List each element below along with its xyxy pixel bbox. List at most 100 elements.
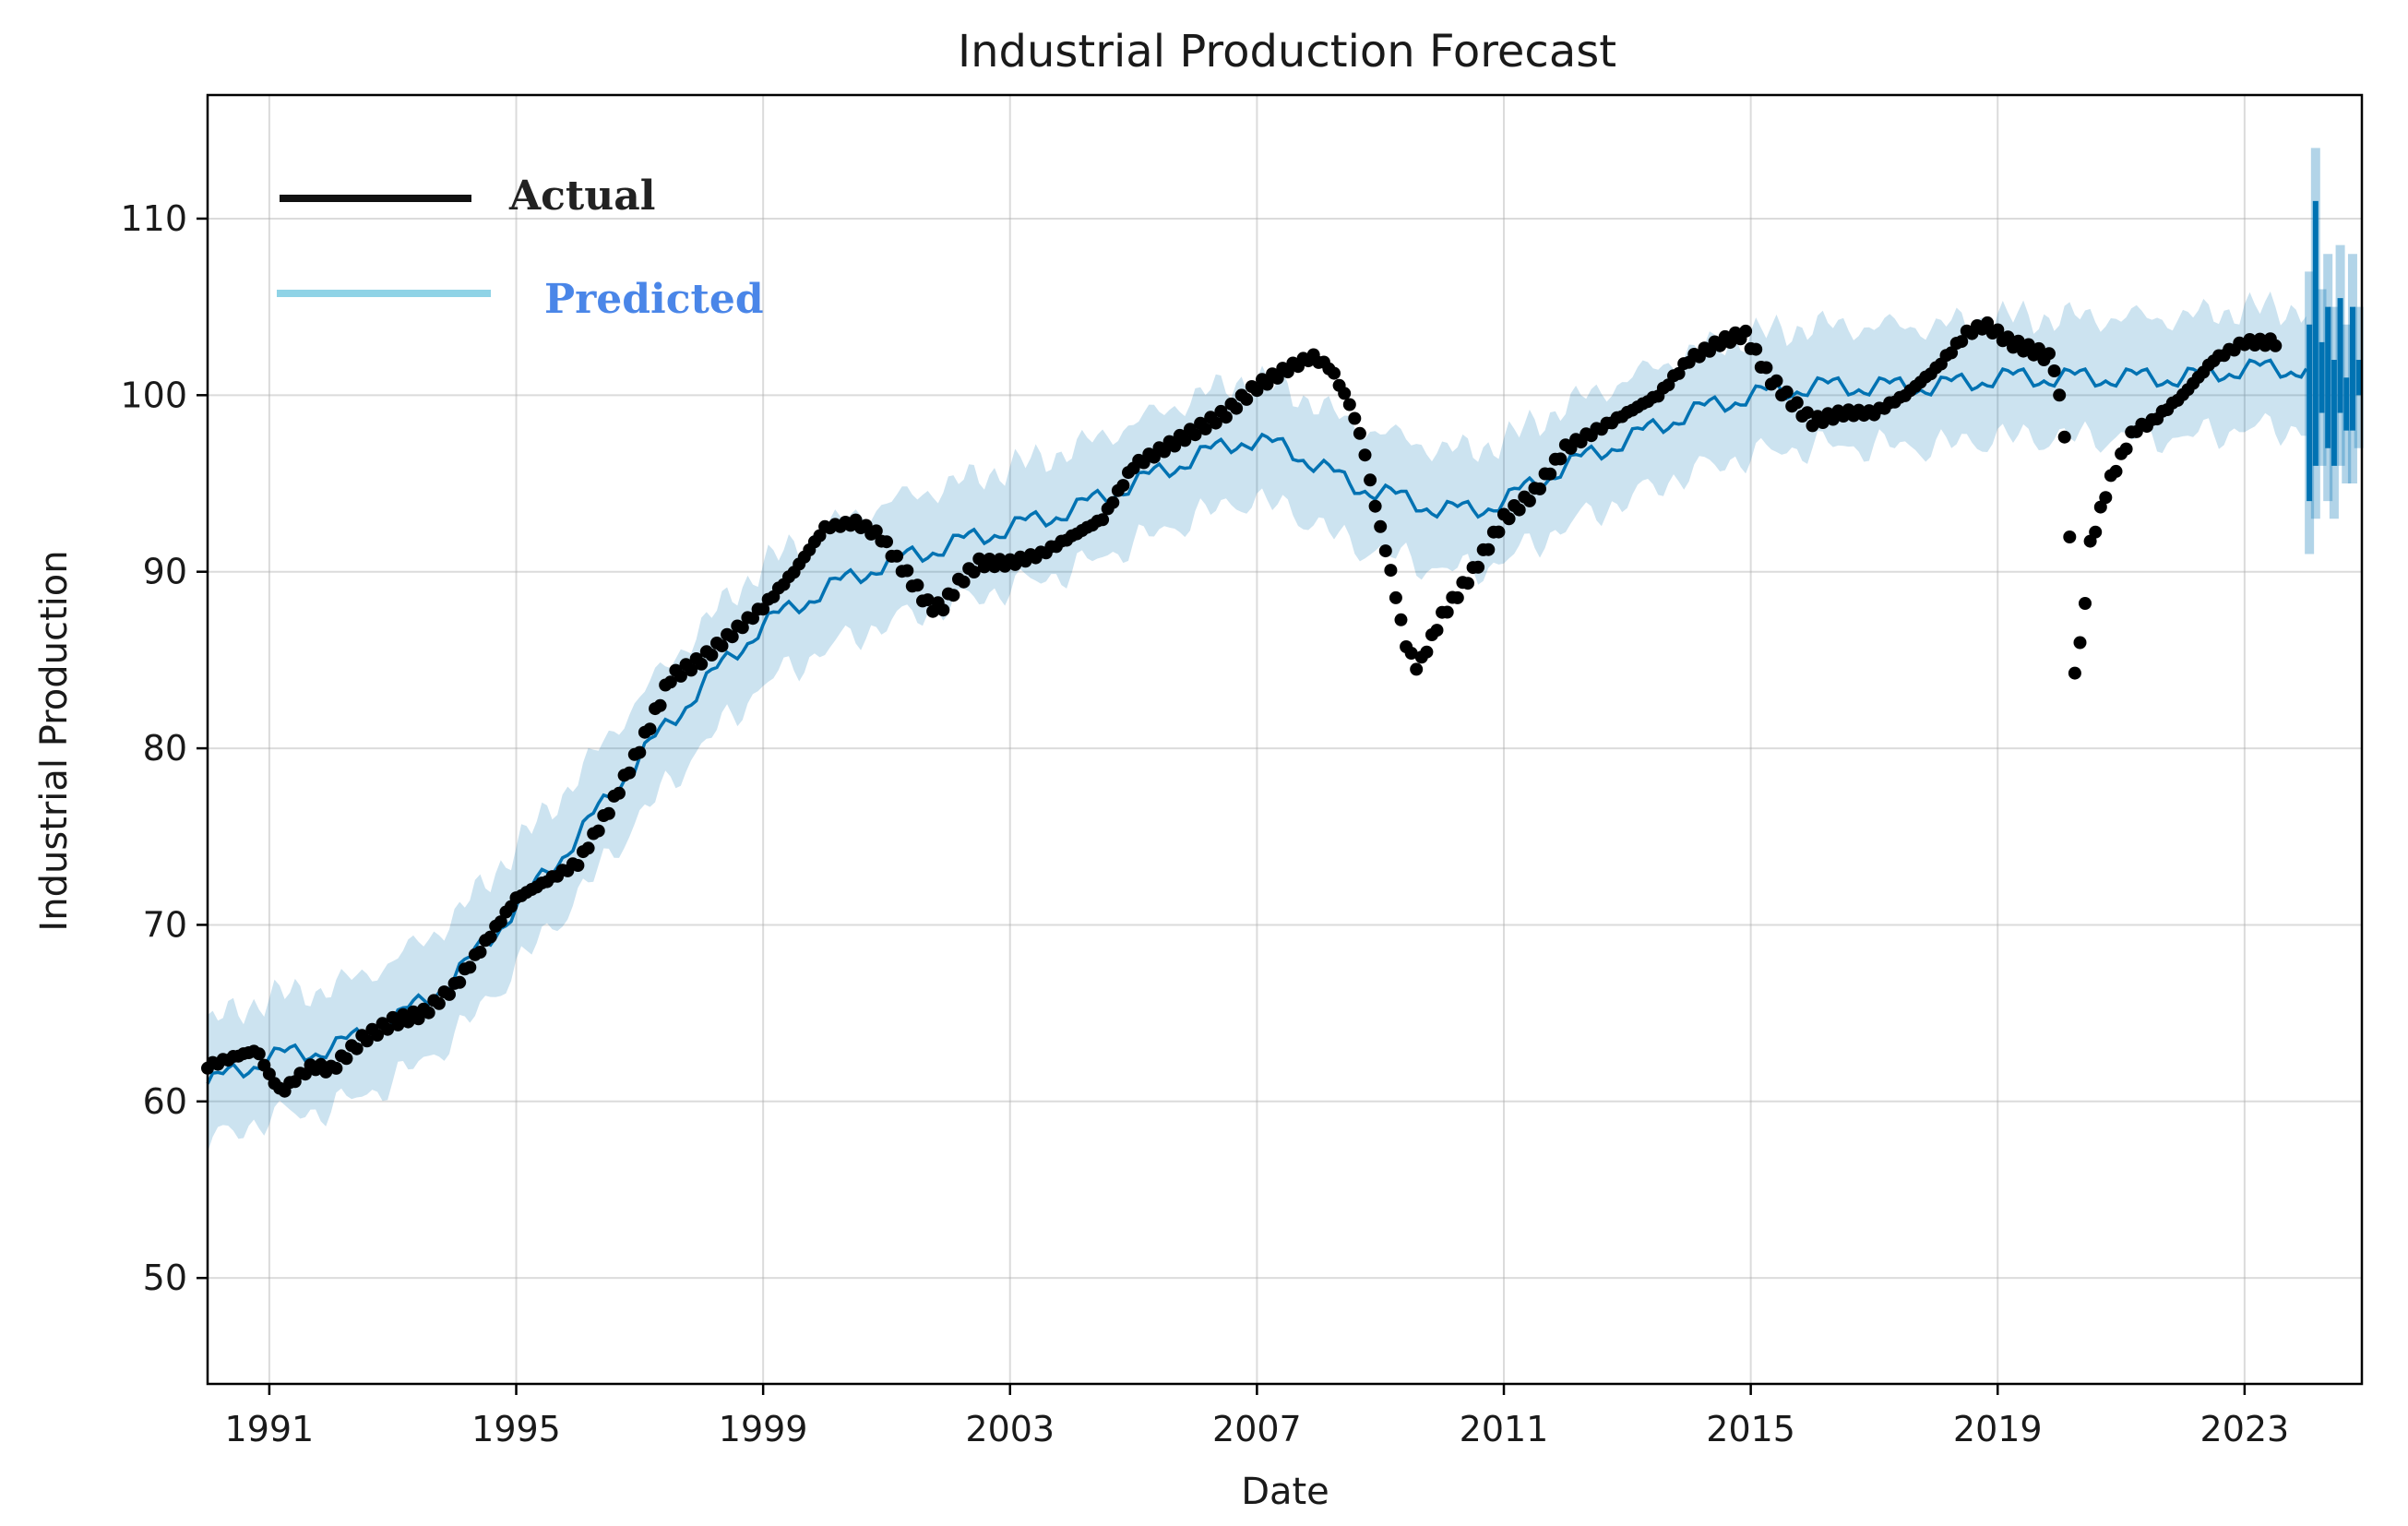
actual-point <box>2047 364 2061 377</box>
actual-point <box>633 745 647 759</box>
actual-point <box>371 1029 384 1042</box>
actual-point <box>581 841 595 855</box>
actual-point <box>674 669 687 683</box>
actual-point <box>967 566 981 578</box>
actual-point <box>2089 525 2103 539</box>
grid-lines <box>208 95 2362 1384</box>
actual-point <box>1801 406 1814 420</box>
actual-point <box>1759 361 1773 375</box>
actual-point <box>432 996 446 1010</box>
actual-point <box>869 524 883 538</box>
actual-point <box>1554 452 1568 466</box>
actual-point <box>494 915 507 929</box>
actual-point <box>1378 544 1392 558</box>
x-tick-label: 1995 <box>471 1409 561 1449</box>
actual-point <box>1358 448 1372 462</box>
actual-point <box>2021 338 2035 352</box>
actual-point <box>2079 597 2092 610</box>
actual-point <box>1116 479 1130 493</box>
actual-point <box>1209 416 1222 430</box>
actual-point <box>1368 499 1382 513</box>
actual-point <box>936 603 950 617</box>
actual-point <box>623 766 637 780</box>
actual-point <box>411 1012 425 1026</box>
actual-point <box>2099 491 2113 505</box>
actual-point <box>483 930 497 944</box>
chart-title: Industrial Production Forecast <box>958 26 1616 77</box>
actual-point <box>1430 624 1444 638</box>
actual-point <box>1780 385 1794 399</box>
actual-point <box>381 1022 395 1036</box>
actual-point <box>2011 334 2025 348</box>
actual-point <box>1328 366 1341 380</box>
actual-point <box>2057 430 2071 444</box>
actual-point <box>1188 428 1202 442</box>
actual-point <box>571 859 585 872</box>
actual-point <box>1106 495 1120 509</box>
actual-point <box>1522 494 1536 507</box>
actual-point <box>2119 442 2133 456</box>
actual-point <box>1338 387 1352 400</box>
actual-point <box>602 806 615 820</box>
actual-point <box>1168 439 1182 453</box>
actual-point <box>1703 344 1716 358</box>
x-tick-label: 1991 <box>225 1409 315 1449</box>
actual-point <box>1394 613 1408 626</box>
actual-point <box>463 960 477 974</box>
actual-point <box>1790 396 1804 410</box>
actual-point <box>252 1047 266 1061</box>
actual-point <box>757 602 770 616</box>
actual-point <box>911 578 924 592</box>
actual-point <box>2269 339 2283 352</box>
x-axis-label: Date <box>1241 1471 1329 1513</box>
actual-point <box>1198 422 1212 435</box>
y-tick-label: 110 <box>120 198 187 239</box>
y-tick-label: 70 <box>143 904 187 945</box>
actual-point <box>1512 503 1526 517</box>
actual-point <box>1806 419 1819 433</box>
actual-point <box>1739 324 1753 338</box>
x-tick-label: 2019 <box>1953 1409 2043 1449</box>
actual-point <box>453 975 467 989</box>
actual-point <box>2093 500 2107 514</box>
actual-point <box>350 1042 364 1055</box>
actual-point <box>1749 342 1763 356</box>
actual-point <box>1533 482 1546 495</box>
actual-point <box>1147 450 1161 464</box>
actual-point <box>473 946 487 959</box>
actual-point <box>1342 398 1356 411</box>
actual-point <box>1230 401 1244 415</box>
actual-point <box>1270 371 1284 385</box>
plot-frame <box>206 93 2364 1386</box>
y-tick-label: 80 <box>143 728 187 769</box>
actual-point <box>1492 525 1506 539</box>
actual-point <box>329 1061 343 1075</box>
y-tick-label: 100 <box>120 375 187 415</box>
actual-point <box>1461 577 1474 590</box>
actual-point <box>2068 666 2081 680</box>
legend-predicted-label: Predicted <box>544 276 764 323</box>
actual-point <box>1981 316 1995 329</box>
actual-point <box>1404 647 1418 660</box>
actual-point <box>947 589 960 602</box>
actual-point <box>591 824 605 838</box>
actual-point <box>1723 336 1737 350</box>
actual-point <box>2109 464 2123 478</box>
actual-point <box>957 575 971 589</box>
x-tick-label: 2023 <box>2200 1409 2290 1449</box>
actual-point <box>1364 473 1377 487</box>
y-axis: 50 60 70 80 90 100 110 <box>120 198 208 1298</box>
actual-point <box>360 1034 374 1048</box>
actual-point <box>1240 392 1254 406</box>
actual-point <box>443 987 456 1001</box>
actual-point <box>695 657 709 671</box>
actual-point <box>2032 341 2045 355</box>
actual-point <box>613 786 626 800</box>
actual-point <box>1440 605 1454 619</box>
actual-point <box>1672 366 1686 380</box>
actual-point <box>1353 426 1366 440</box>
actual-point <box>1410 662 1424 676</box>
legend: Actual Predicted <box>277 173 764 323</box>
actual-point <box>2063 531 2077 543</box>
